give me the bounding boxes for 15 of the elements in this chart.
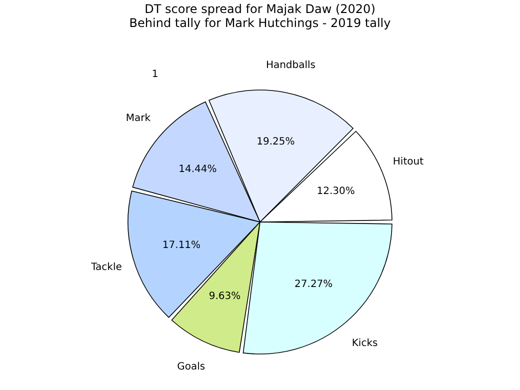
- slice-label: Mark: [126, 113, 151, 124]
- data-label: 9.63%: [208, 290, 241, 302]
- chart-subtitle: Behind tally for Mark Hutchings - 2019 tally: [129, 16, 391, 30]
- slice-label: Hitout: [392, 156, 424, 168]
- data-label: 14.44%: [178, 164, 217, 175]
- slice-label: Handballs: [266, 60, 316, 71]
- data-label: 17.11%: [162, 240, 201, 252]
- data-label: 27.27%: [294, 278, 333, 290]
- data-label: 12.30%: [316, 186, 355, 198]
- chart-title: DT score spread for Majak Daw (2020): [144, 2, 376, 16]
- data-label: 19.25%: [256, 136, 295, 148]
- text: 1: [152, 69, 158, 80]
- slice-label: Tackle: [90, 262, 122, 274]
- slice-label: Kicks: [352, 338, 378, 349]
- slice-label: Goals: [177, 361, 206, 372]
